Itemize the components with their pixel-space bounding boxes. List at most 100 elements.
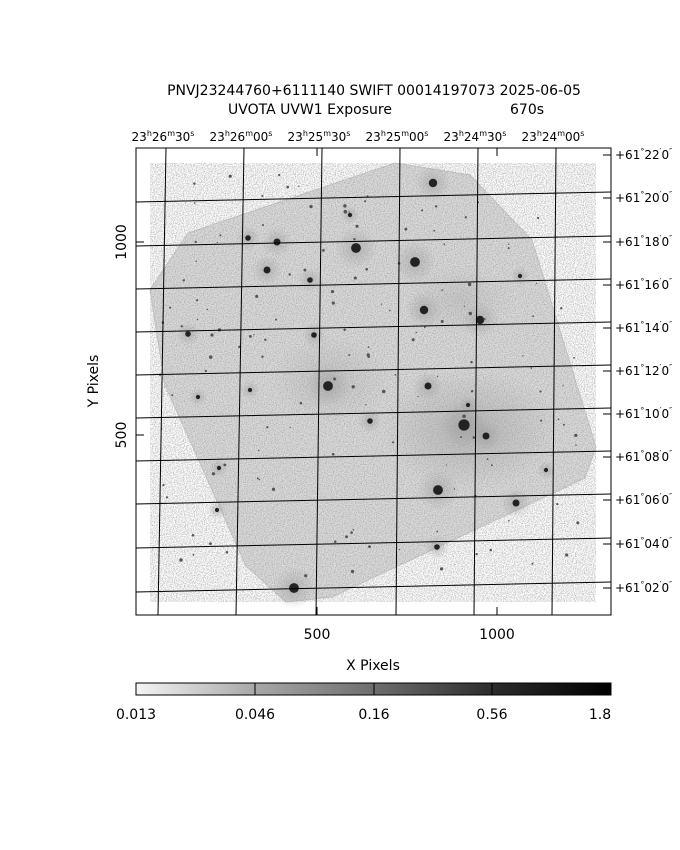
exposure-footprint	[149, 162, 597, 603]
faint-star	[557, 418, 560, 420]
star	[247, 387, 253, 393]
faint-star	[351, 385, 355, 389]
star	[216, 465, 222, 471]
faint-star	[331, 452, 335, 456]
faint-star	[367, 346, 370, 348]
faint-star	[298, 185, 300, 187]
faint-star	[195, 260, 197, 263]
faint-star	[248, 334, 252, 338]
faint-star	[345, 535, 348, 539]
faint-star	[206, 308, 209, 311]
faint-star	[271, 487, 276, 491]
faint-star	[180, 325, 183, 328]
colorbar-label: 1.8	[589, 707, 611, 723]
exposure-time: 670s	[510, 102, 544, 118]
faint-star	[261, 194, 264, 197]
star	[311, 332, 317, 338]
star-field	[158, 165, 580, 609]
faint-star	[417, 395, 419, 398]
star	[475, 315, 485, 325]
faint-star	[483, 318, 486, 321]
y-axis	[136, 241, 144, 436]
faint-star	[556, 503, 559, 506]
dec-gridline	[136, 581, 611, 593]
faint-star	[211, 472, 216, 476]
star	[428, 178, 438, 188]
faint-star	[531, 562, 534, 565]
dec-gridline	[136, 537, 611, 549]
colorbar-label: 0.046	[235, 707, 275, 723]
ra-label: 23h26m00s	[210, 129, 273, 144]
faint-star	[522, 355, 524, 357]
faint-star	[162, 483, 165, 487]
faint-star	[368, 545, 371, 549]
star	[263, 266, 271, 274]
faint-star	[562, 423, 565, 426]
plot-frame	[135, 147, 612, 616]
faint-star	[468, 311, 473, 316]
ra-label: 23h26m30s	[132, 129, 195, 144]
faint-star	[436, 375, 439, 378]
faint-star	[575, 444, 577, 446]
faint-star	[464, 216, 467, 219]
faint-star	[289, 426, 291, 429]
faint-star	[278, 173, 281, 177]
faint-star	[348, 211, 350, 213]
star	[307, 277, 313, 283]
faint-star	[508, 519, 510, 522]
dec-label: +61°14′0″	[615, 320, 672, 335]
faint-star	[470, 360, 473, 364]
faint-star	[286, 185, 290, 189]
ra-gridline	[157, 148, 167, 615]
faint-star	[165, 496, 169, 499]
faint-star	[453, 488, 456, 490]
colorbar-label: 0.013	[116, 707, 156, 723]
star	[185, 331, 191, 337]
dec-gridline	[136, 364, 611, 376]
faint-star	[258, 478, 261, 481]
faint-star	[434, 205, 438, 208]
faint-star	[565, 553, 569, 557]
faint-star	[467, 282, 472, 287]
faint-star	[475, 552, 478, 556]
faint-star	[194, 240, 197, 244]
faint-star	[394, 373, 397, 376]
faint-star	[208, 355, 213, 359]
faint-star	[330, 290, 335, 294]
dec-label: +61°16′0″	[615, 277, 672, 292]
faint-star	[195, 299, 199, 302]
dec-gridline	[136, 493, 611, 505]
faint-star	[398, 548, 401, 551]
faint-star	[343, 204, 347, 208]
faint-star	[365, 404, 367, 406]
faint-star	[539, 390, 542, 393]
faint-star	[367, 355, 370, 358]
star	[543, 467, 549, 473]
ra-label: 23h25m30s	[288, 129, 351, 144]
faint-star	[193, 202, 196, 204]
faint-star	[179, 558, 183, 562]
y-tick-label: 1000	[114, 224, 130, 260]
faint-star	[193, 182, 196, 185]
faint-star	[192, 553, 195, 556]
dec-label: +61°06′0″	[615, 492, 672, 507]
faint-star	[196, 318, 199, 321]
star	[351, 243, 361, 253]
star	[482, 432, 490, 440]
dec-gridline	[136, 407, 611, 419]
faint-star	[331, 301, 335, 305]
faint-star	[333, 540, 337, 543]
faint-star	[472, 436, 476, 439]
faint-star	[223, 463, 227, 467]
faint-star	[169, 306, 172, 309]
dec-gridline	[136, 321, 611, 333]
ra-gridline	[235, 148, 245, 615]
faint-star	[463, 305, 466, 307]
star	[424, 382, 432, 390]
faint-star	[389, 309, 391, 312]
faint-star	[275, 318, 277, 321]
star	[347, 212, 353, 218]
faint-star	[182, 279, 185, 282]
faint-star	[264, 338, 267, 342]
